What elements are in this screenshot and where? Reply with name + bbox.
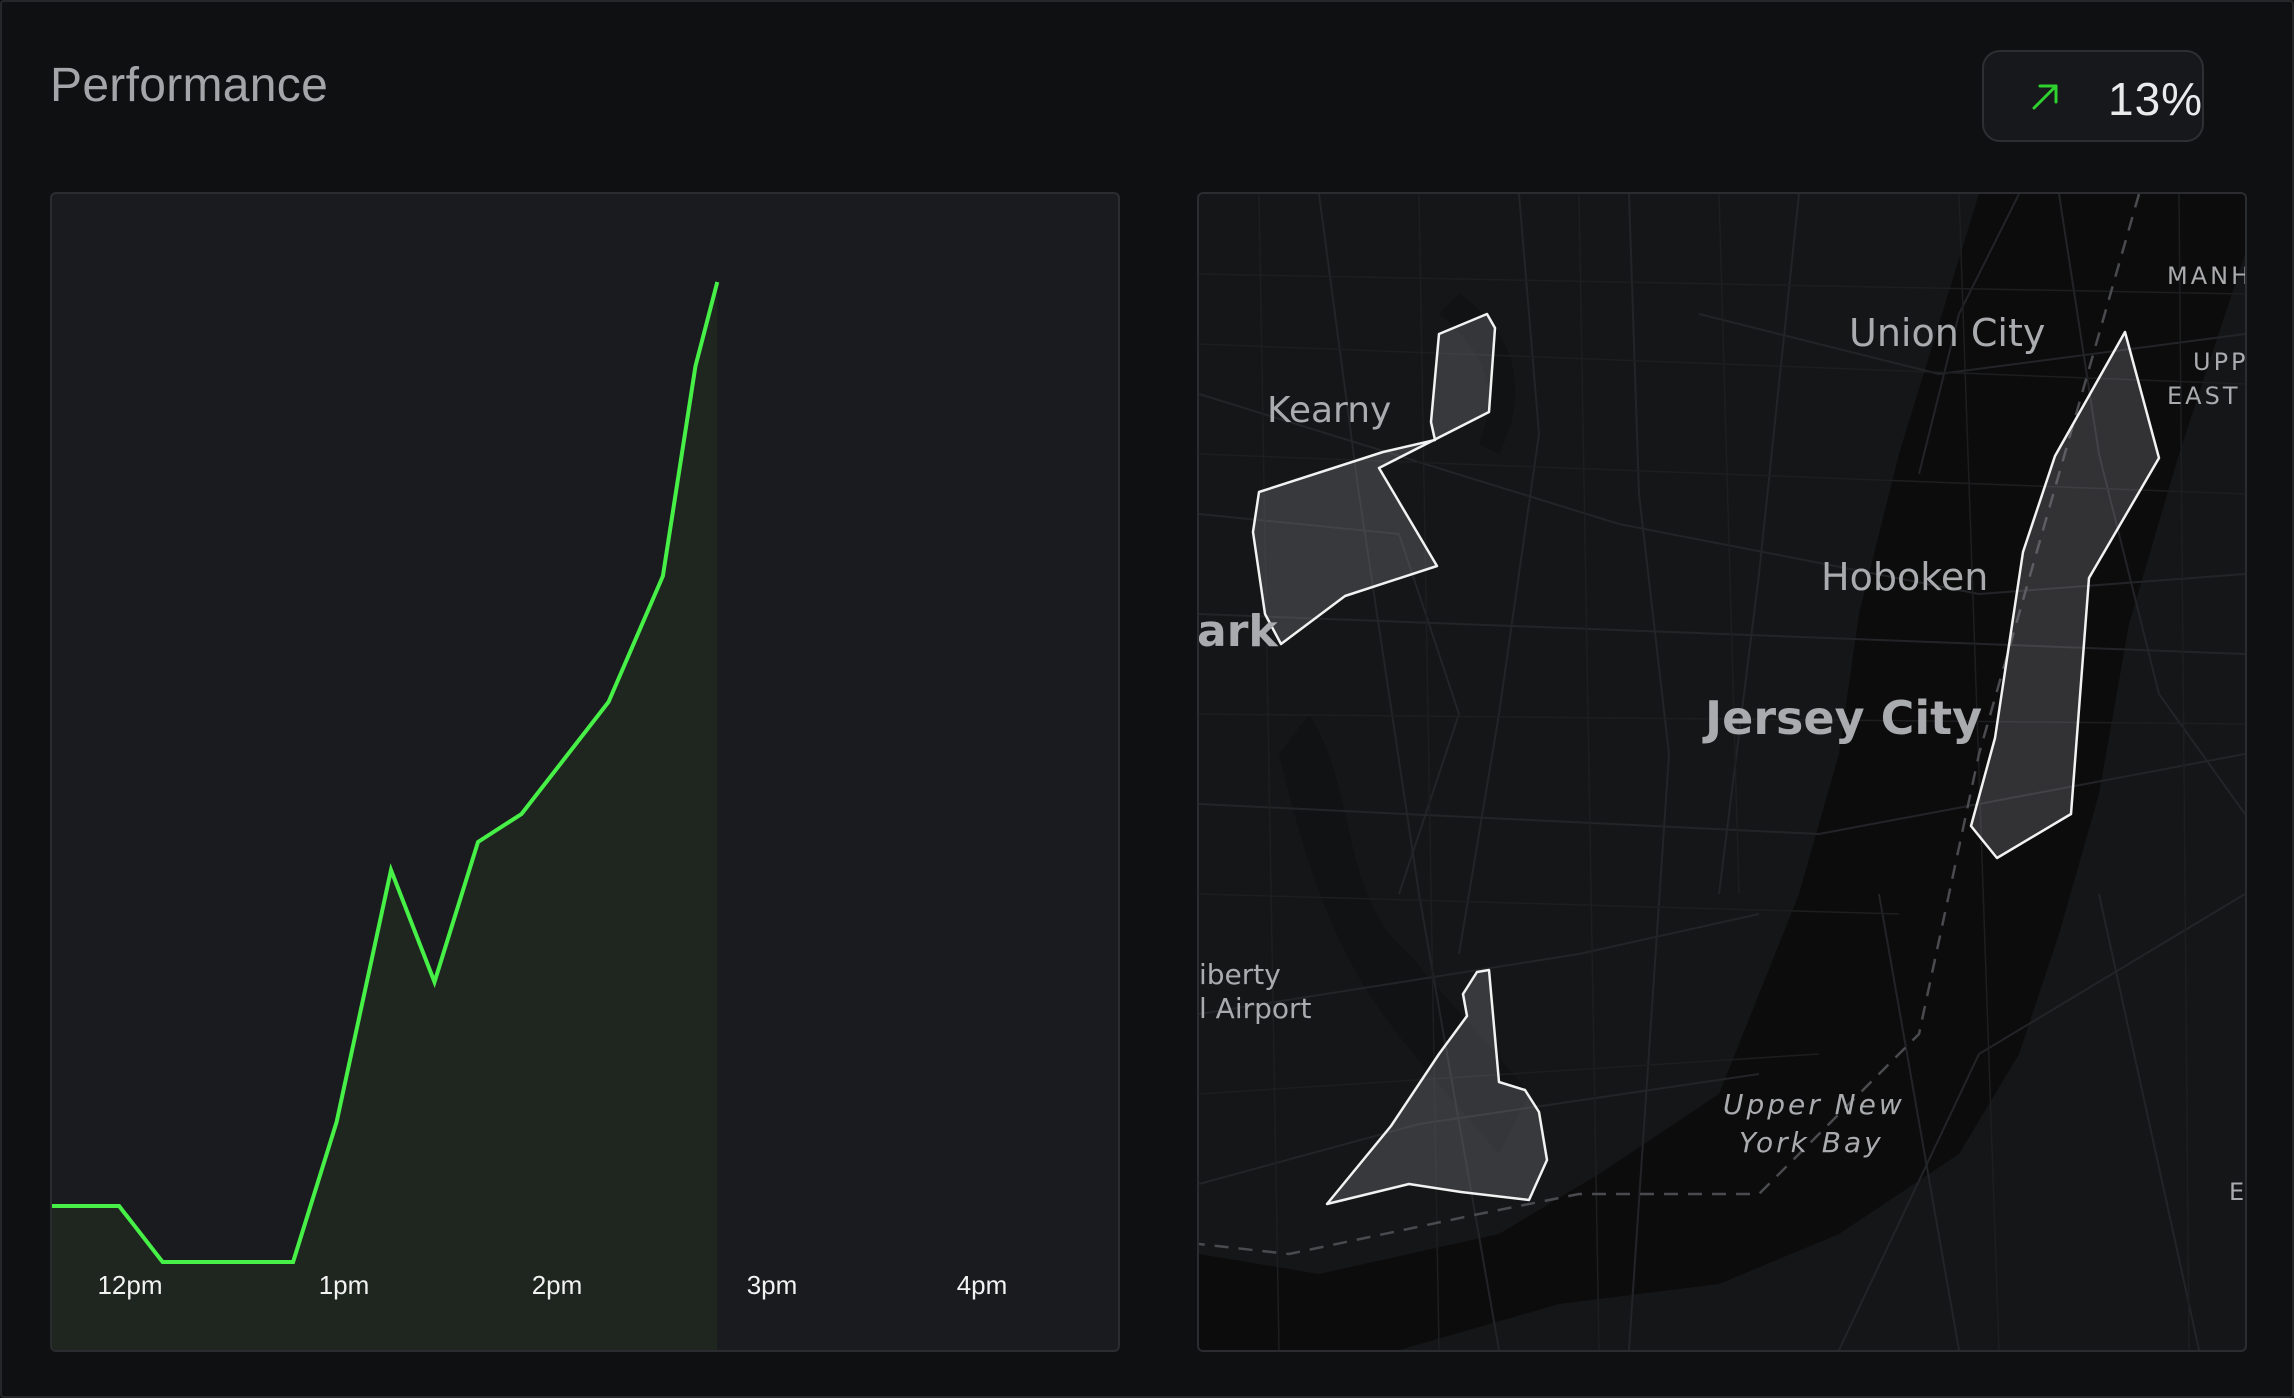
map-label-east: EAST — [2167, 382, 2240, 410]
map-water — [1199, 194, 2245, 1350]
state-boundary — [1199, 194, 2141, 1256]
map-label-union-city: Union City — [1849, 311, 2045, 355]
x-tick-label: 4pm — [957, 1270, 1008, 1300]
performance-chart: 12pm 1pm 2pm 3pm 4pm — [50, 192, 1120, 1352]
map-minor-roads — [1199, 194, 2245, 1350]
card-title: Performance — [50, 59, 329, 112]
map-label-newark: ark — [1199, 606, 1279, 657]
map-label-bay-1: Upper New — [1723, 1088, 1905, 1121]
chart-area-fill — [52, 282, 718, 1350]
map-label-bay-2: York Bay — [1739, 1126, 1884, 1159]
x-tick-label: 3pm — [747, 1270, 798, 1300]
map-label-kearny: Kearny — [1267, 390, 1391, 431]
x-tick-label: 12pm — [97, 1270, 162, 1300]
bayonne-region[interactable] — [1325, 968, 1549, 1206]
chart-canvas: 12pm 1pm 2pm 3pm 4pm — [52, 281, 1008, 1350]
map-label-jersey-city: Jersey City — [1702, 691, 1982, 745]
map-label-e: E — [2229, 1178, 2244, 1206]
chart-series-line — [52, 281, 720, 1264]
change-value: 13% — [2108, 73, 2204, 125]
map-label-manhattan: MANH — [2167, 262, 2245, 290]
map-label-hoboken: Hoboken — [1821, 555, 1988, 599]
x-tick-label: 1pm — [319, 1270, 370, 1300]
x-tick-label: 2pm — [532, 1270, 583, 1300]
map-label-liberty: iberty — [1199, 958, 1281, 991]
manhattan-region[interactable] — [1969, 330, 2161, 860]
map-label-upper: UPP — [2193, 348, 2245, 376]
change-badge: 13% — [1982, 50, 2204, 142]
map-roads — [1199, 194, 2245, 1350]
region-map[interactable]: Union City Kearny Hoboken Jersey City ar… — [1197, 192, 2247, 1352]
arrow-up-right-icon — [2032, 84, 2058, 110]
map-canvas[interactable]: Union City Kearny Hoboken Jersey City ar… — [1199, 194, 2245, 1350]
map-label-airport: l Airport — [1199, 992, 1312, 1025]
kearny-region[interactable] — [1251, 312, 1497, 646]
